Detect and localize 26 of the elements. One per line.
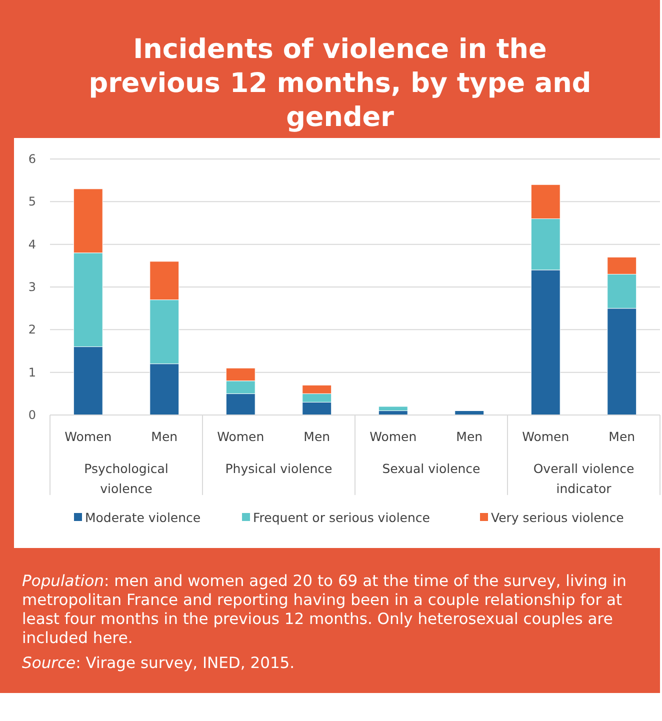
text: Physical violence — [225, 461, 333, 476]
y-tick-label: 5 — [28, 194, 36, 209]
legend-label: Moderate violence — [85, 510, 201, 525]
y-tick-label: 4 — [28, 237, 36, 252]
text: Overall violence indicator — [533, 461, 634, 496]
legend-label: Frequent or serious violence — [253, 510, 430, 525]
chart-title: Incidents of violence in the previous 12 months, by type and gender — [88, 34, 592, 133]
x-tick-label: Men — [304, 429, 330, 444]
source-note: Source: Virage survey, INED, 2015. — [22, 654, 296, 673]
y-tick-label: 3 — [28, 280, 36, 294]
x-tick-label: Men — [456, 429, 483, 444]
bar — [378, 406, 408, 411]
x-tick-label: Men — [151, 429, 178, 444]
text: Psychological violence — [84, 461, 168, 496]
x-tick-label: Women — [370, 429, 417, 444]
y-tick-label: 2 — [28, 322, 36, 337]
y-tick-label: 1 — [28, 365, 36, 380]
y-tick-label: 0 — [28, 408, 36, 422]
x-tick-label: Men — [608, 429, 636, 444]
x-tick-label: Women — [217, 429, 264, 444]
legend-label: Very serious violence — [491, 510, 624, 525]
text: Sexual violence — [382, 461, 481, 476]
x-tick-label: Women — [64, 429, 112, 444]
text: Population: men and women aged 20 to 69 at the time of the survey, living in metropolitan France and reporting having been in a couple relationship for at least four months in the previous 12 months. Only heterosexual couples are included here. — [22, 572, 628, 648]
y-tick-label: 6 — [28, 152, 36, 166]
x-tick-label: Women — [522, 429, 570, 444]
